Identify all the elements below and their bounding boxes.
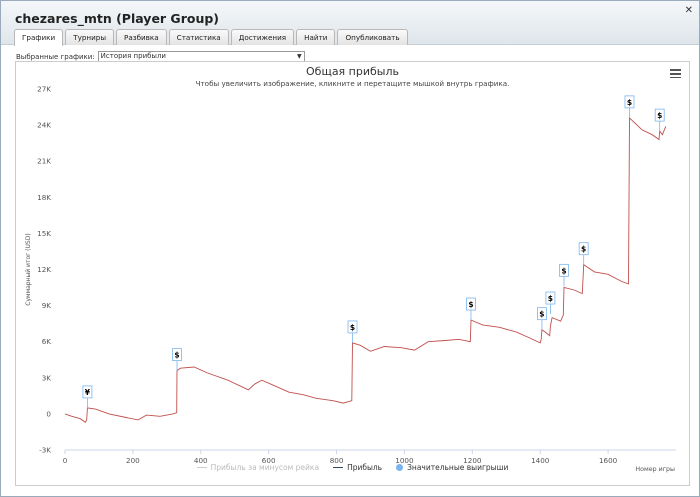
x-tick-label: 800: [330, 456, 344, 465]
legend-item-rake-profit[interactable]: Прибыль за минусом рейка: [196, 463, 320, 472]
legend-label-big-wins: Значительные выигрыши: [407, 463, 509, 472]
y-tick-label: 12K: [37, 265, 51, 274]
big-win-flag: [559, 263, 569, 277]
big-win-flag-label: $: [657, 111, 662, 120]
profit-series-line: [64, 116, 667, 423]
big-win-flag: [347, 320, 358, 334]
x-tick-label: 1200: [463, 456, 482, 465]
chart-title: Общая прибыль: [306, 65, 399, 78]
x-tick-label: 600: [262, 456, 276, 465]
y-tick-label: 3K: [42, 373, 52, 382]
x-tick-label: 400: [194, 456, 208, 465]
tab-charts[interactable]: Графики: [14, 29, 64, 46]
chevron-down-icon: ▼: [297, 53, 302, 60]
big-win-flag: [624, 95, 635, 109]
legend-swatch-rake: [196, 467, 207, 468]
big-win-flag: [172, 348, 182, 361]
big-win-flag: [537, 307, 547, 321]
x-tick-label: 0: [63, 456, 68, 465]
chart-subtitle: Чтобы увеличить изображение, кликните и …: [195, 79, 510, 88]
big-win-flag-label: ¥: [85, 388, 91, 397]
window-titlebar: chezares_mtn (Player Group) ✕ Графики Ту…: [1, 1, 699, 46]
legend-swatch-profit: [333, 467, 344, 468]
big-win-flag: [654, 108, 665, 122]
big-win-flag: [545, 291, 556, 305]
tab-tournaments[interactable]: Турниры: [65, 29, 115, 45]
big-win-flag: [466, 297, 476, 311]
chart-selector-label: Выбранные графики:: [16, 52, 95, 61]
legend-label-profit: Прибыль: [347, 463, 383, 472]
big-win-flag-label: $: [468, 300, 473, 309]
big-win-flag: [82, 385, 93, 399]
tab-statistics[interactable]: Статистика: [168, 29, 229, 45]
y-tick-label: 15K: [37, 229, 51, 238]
window-title: chezares_mtn (Player Group): [15, 11, 220, 26]
close-icon[interactable]: ✕: [684, 5, 693, 16]
y-tick-label: 6K: [42, 337, 52, 346]
y-tick-label: 21K: [37, 157, 51, 166]
legend-label-rake: Прибыль за минусом рейка: [210, 463, 320, 472]
y-tick-label: 27K: [37, 85, 51, 94]
tab-bar: Графики Турниры Разбивка Статистика Дост…: [14, 29, 408, 46]
legend-item-profit[interactable]: Прибыль: [333, 463, 382, 472]
big-win-flag-label: $: [627, 98, 632, 107]
big-win-flag-label: $: [561, 266, 566, 275]
big-win-flag-label: $: [548, 294, 553, 303]
y-tick-label: 0: [46, 409, 51, 418]
legend-swatch-big-wins: [396, 464, 404, 471]
big-win-flag-label: $: [539, 310, 544, 319]
tab-find[interactable]: Найти: [296, 29, 336, 45]
chart-legend: Прибыль за минусом рейка Прибыль Значите…: [16, 463, 689, 472]
legend-item-big-wins[interactable]: Значительные выигрыши: [396, 463, 508, 472]
chart-svg: 27K 24K 21K 18K 15K 12K 9K 6K 3K 0 -3K 0 200 400 600 80…: [25, 85, 676, 465]
tab-breakdown[interactable]: Разбивка: [116, 29, 167, 45]
y-axis-title: Суммарный итог (USD): [25, 233, 32, 305]
tab-achievements[interactable]: Достижения: [230, 29, 295, 45]
x-tick-label: 1600: [599, 456, 618, 465]
x-tick-label: 200: [126, 456, 140, 465]
big-win-flag: [578, 242, 589, 256]
chart-select-value: История прибыли: [100, 52, 166, 60]
y-tick-label: 24K: [37, 121, 51, 130]
big-win-flag-label: $: [581, 245, 586, 254]
x-axis-title: Номер игры: [635, 466, 675, 473]
y-tick-label: 18K: [37, 193, 51, 202]
x-tick-label: 1400: [531, 456, 550, 465]
y-tick-label: 9K: [42, 301, 52, 310]
big-win-flag-label: $: [174, 351, 179, 360]
x-tick-label: 1000: [395, 456, 414, 465]
profit-chart[interactable]: Общая прибыль Чтобы увеличить изображени…: [15, 61, 690, 486]
hamburger-menu-icon[interactable]: [670, 69, 681, 80]
big-win-flag-label: $: [350, 323, 355, 332]
y-tick-label: -3K: [39, 446, 51, 455]
tab-publish[interactable]: Опубликовать: [337, 29, 408, 45]
